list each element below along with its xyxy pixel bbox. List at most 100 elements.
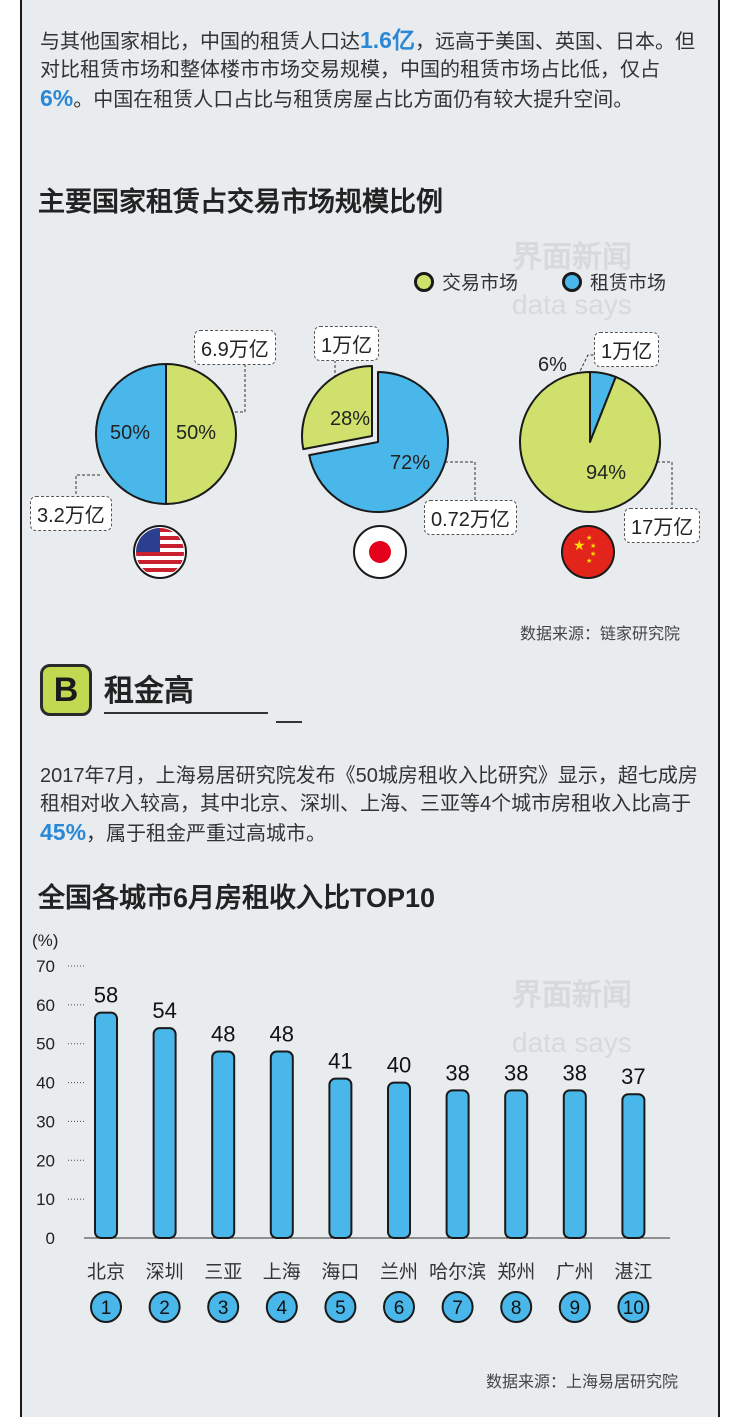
section-title: 租金高 xyxy=(104,675,194,708)
pie-jp-trade-label: 28% xyxy=(330,408,371,430)
rank-number: 2 xyxy=(159,1298,170,1319)
watermark-sub-text: data says xyxy=(512,289,632,320)
bar-value-label: 38 xyxy=(563,1060,587,1085)
rank-badge xyxy=(441,1291,474,1323)
bar-source: 数据来源：上海易居研究院 xyxy=(486,1374,679,1391)
x-category-label: 海口 xyxy=(321,1261,359,1283)
intro-paragraph: 与其他国家相比，中国的租赁人口达1.6亿，远高于美国、英国、日本。但对比租赁市场… xyxy=(40,26,700,114)
pie-cn-rent-amount: 1万亿 xyxy=(594,332,660,367)
china-flag: ★ ★ ★ ★ ★ xyxy=(561,525,615,579)
rank-badge xyxy=(558,1291,591,1323)
japan-flag xyxy=(353,525,407,579)
bar xyxy=(562,1089,587,1239)
pie-cn-trade-amount: 17万亿 xyxy=(624,508,701,543)
pie-us-rent-label: 50% xyxy=(110,422,151,444)
bar xyxy=(445,1089,470,1239)
section-underline xyxy=(104,712,268,714)
infographic-panel xyxy=(20,0,720,1417)
watermark-brand-2: 界面新闻 xyxy=(512,979,632,1012)
us-flag xyxy=(133,525,187,579)
rank-badge xyxy=(383,1291,415,1323)
svg-text:★: ★ xyxy=(590,542,596,550)
bar-value-label: 38 xyxy=(445,1060,469,1085)
pie-cn-rent-label: 6% xyxy=(538,354,567,376)
x-category-label: 北京 xyxy=(87,1261,125,1283)
x-category-label: 上海 xyxy=(263,1261,301,1283)
x-category-label: 兰州 xyxy=(380,1261,418,1283)
y-tick-label: 20 xyxy=(36,1151,55,1170)
rank-number: 6 xyxy=(394,1298,405,1319)
watermark-sub-text-2: data says xyxy=(512,1027,632,1058)
bar-value-label: 38 xyxy=(504,1060,528,1085)
intro-highlight-share: 6% xyxy=(40,85,74,111)
rank-number: 5 xyxy=(335,1298,346,1319)
legend-swatch-trade xyxy=(414,272,434,292)
y-tick-label: 40 xyxy=(36,1074,55,1093)
y-tick-label: 10 xyxy=(36,1190,55,1209)
pie-source: 数据来源：链家研究院 xyxy=(520,626,681,643)
pie-us-trade-label: 50% xyxy=(176,422,217,444)
svg-text:★: ★ xyxy=(586,534,592,542)
bar-value-label: 48 xyxy=(270,1021,294,1046)
pie-us-rent-amount: 3.2万亿 xyxy=(30,496,112,531)
rank-badge xyxy=(500,1291,533,1323)
legend-label-rent: 租赁市场 xyxy=(590,273,667,294)
bar-value-label: 37 xyxy=(621,1064,645,1089)
rent-paragraph: 2017年7月，上海易居研究院发布《50城房租收入比研究》显示，超七成房租相对收… xyxy=(40,762,700,848)
bar-value-label: 58 xyxy=(94,983,118,1008)
bar-value-label: 48 xyxy=(211,1021,235,1046)
bar-value-label: 54 xyxy=(152,998,176,1023)
bar-chart-title: 全国各城市6月房租收入比TOP10 xyxy=(38,883,436,913)
y-tick-label: 30 xyxy=(36,1112,55,1131)
rank-number: 3 xyxy=(218,1298,229,1319)
pie-slice-1-rent xyxy=(95,363,167,505)
legend-label-trade: 交易市场 xyxy=(442,273,519,294)
svg-text:★: ★ xyxy=(590,550,596,558)
rank-badge xyxy=(90,1291,122,1323)
section-badge: B xyxy=(40,664,92,716)
legend-rent: 租赁市场 xyxy=(562,268,666,295)
pie-jp-trade-amount: 1万亿 xyxy=(314,326,380,361)
legend-swatch-rent xyxy=(562,272,582,292)
bar xyxy=(269,1050,294,1239)
intro-highlight-population: 1.6亿 xyxy=(360,27,415,53)
rent-text-a: 2017年7月，上海易居研究院发布《50城房租收入比研究》显示，超七成房租相对收… xyxy=(40,765,698,815)
x-category-label: 三亚 xyxy=(204,1262,242,1283)
x-category-label: 哈尔滨 xyxy=(429,1261,486,1283)
pie-cn-trade-label: 94% xyxy=(586,462,627,484)
rank-badge xyxy=(265,1291,298,1323)
rank-number: 8 xyxy=(511,1298,522,1319)
bar xyxy=(152,1027,177,1239)
svg-text:★: ★ xyxy=(586,557,592,565)
bar xyxy=(94,1011,118,1239)
bar-value-label: 40 xyxy=(387,1053,411,1078)
watermark-logo-2: 界面新闻 xyxy=(512,970,632,1014)
bar xyxy=(621,1093,646,1239)
x-category-label: 湛江 xyxy=(614,1261,652,1283)
pie-chart-title: 主要国家租赁占交易市场规模比例 xyxy=(38,187,443,217)
watermark-sub: data says xyxy=(512,288,632,322)
rank-badge xyxy=(207,1291,240,1323)
rank-number: 10 xyxy=(623,1298,644,1319)
section-underline-dash xyxy=(276,721,302,723)
pie-slice-2-rent xyxy=(308,371,449,513)
y-tick-label: 0 xyxy=(46,1229,55,1248)
watermark-logo: 界面新闻 xyxy=(512,232,632,276)
bar xyxy=(328,1077,353,1239)
pie-slice-1-trade xyxy=(165,363,237,505)
x-category-label: 郑州 xyxy=(497,1261,535,1283)
bar xyxy=(504,1089,529,1239)
rank-badge xyxy=(148,1291,181,1323)
watermark-brand: 界面新闻 xyxy=(512,241,632,274)
bar xyxy=(387,1081,411,1239)
y-tick-label: 50 xyxy=(36,1035,55,1054)
rent-text-b: ，属于租金严重过高城市。 xyxy=(86,823,327,845)
rent-highlight: 45% xyxy=(40,819,87,845)
bar xyxy=(211,1050,236,1239)
pie-us-trade-amount: 6.9万亿 xyxy=(194,330,276,365)
rank-number: 9 xyxy=(570,1298,581,1319)
svg-text:★: ★ xyxy=(573,537,586,553)
watermark-sub-2: data says xyxy=(512,1026,632,1060)
pie-jp-rent-amount: 0.72万亿 xyxy=(424,500,517,535)
